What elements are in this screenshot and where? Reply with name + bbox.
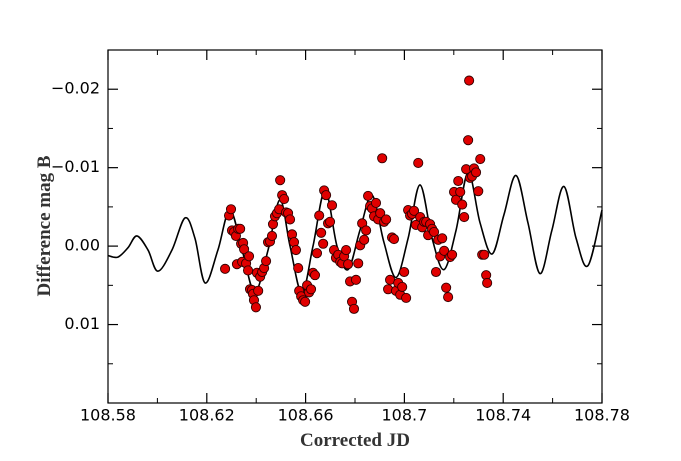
data-point	[325, 216, 336, 227]
y-axis-label: Difference mag B	[34, 155, 55, 296]
data-point	[447, 249, 458, 260]
data-point	[459, 212, 470, 223]
data-point	[399, 266, 410, 278]
data-point	[408, 205, 420, 216]
data-point	[370, 197, 382, 209]
x-axis-label: Corrected JD	[300, 430, 410, 451]
data-point	[225, 204, 237, 215]
data-point	[353, 258, 364, 269]
data-point	[463, 135, 474, 146]
x-tick-label: 108.66	[278, 406, 334, 425]
data-point	[250, 302, 262, 313]
y-tick-label: −0.02	[51, 79, 100, 98]
y-tick-label: −0.01	[51, 157, 100, 176]
data-point	[453, 175, 464, 187]
data-point	[441, 282, 452, 293]
data-point	[381, 214, 392, 225]
data-point	[261, 255, 272, 267]
data-point	[239, 244, 250, 255]
plot-frame	[107, 49, 603, 404]
data-point	[464, 75, 475, 86]
data-point	[475, 153, 486, 165]
x-tick-label: 108.62	[179, 406, 235, 425]
data-point	[359, 234, 370, 245]
y-tick-label: 0.00	[64, 236, 100, 255]
data-point	[361, 225, 372, 236]
data-point	[235, 223, 246, 234]
data-point	[377, 153, 388, 164]
data-point	[388, 234, 400, 245]
data-point	[314, 210, 325, 221]
data-point	[275, 175, 286, 186]
data-point	[397, 281, 408, 292]
data-point	[470, 167, 482, 178]
x-tick-label: 108.74	[475, 406, 531, 425]
data-point	[284, 214, 296, 225]
data-point	[220, 263, 231, 274]
data-point	[266, 230, 278, 241]
data-point	[279, 193, 290, 205]
data-point	[343, 259, 354, 270]
data-point	[430, 266, 442, 278]
y-tick-label: 0.01	[64, 314, 100, 333]
data-point	[341, 244, 352, 256]
data-point	[455, 186, 466, 198]
data-point	[473, 186, 484, 197]
data-point	[363, 190, 374, 201]
data-point	[253, 285, 264, 296]
data-point	[439, 245, 450, 256]
x-tick-label: 108.58	[80, 406, 136, 425]
data-point	[243, 251, 255, 262]
data-point	[300, 296, 311, 307]
data-point	[305, 284, 317, 295]
data-point	[242, 265, 254, 276]
x-tick-label: 108.78	[574, 406, 630, 425]
data-point	[401, 292, 412, 303]
data-point	[482, 277, 493, 289]
data-point	[309, 270, 321, 281]
data-point	[290, 244, 302, 256]
model-curve	[107, 171, 603, 294]
data-point	[457, 199, 468, 210]
data-point	[437, 233, 448, 244]
data-point	[443, 292, 454, 303]
x-tick-label: 108.7	[381, 406, 427, 425]
data-point	[326, 200, 338, 211]
data-point	[316, 227, 327, 238]
data-point	[293, 263, 304, 274]
data-point	[311, 248, 323, 259]
data-point	[348, 303, 360, 314]
data-point	[350, 274, 362, 285]
data-point	[321, 190, 332, 201]
data-point	[318, 238, 329, 249]
data-point	[428, 226, 440, 238]
data-point	[479, 249, 490, 260]
data-point	[413, 157, 424, 169]
data-point	[375, 208, 386, 219]
